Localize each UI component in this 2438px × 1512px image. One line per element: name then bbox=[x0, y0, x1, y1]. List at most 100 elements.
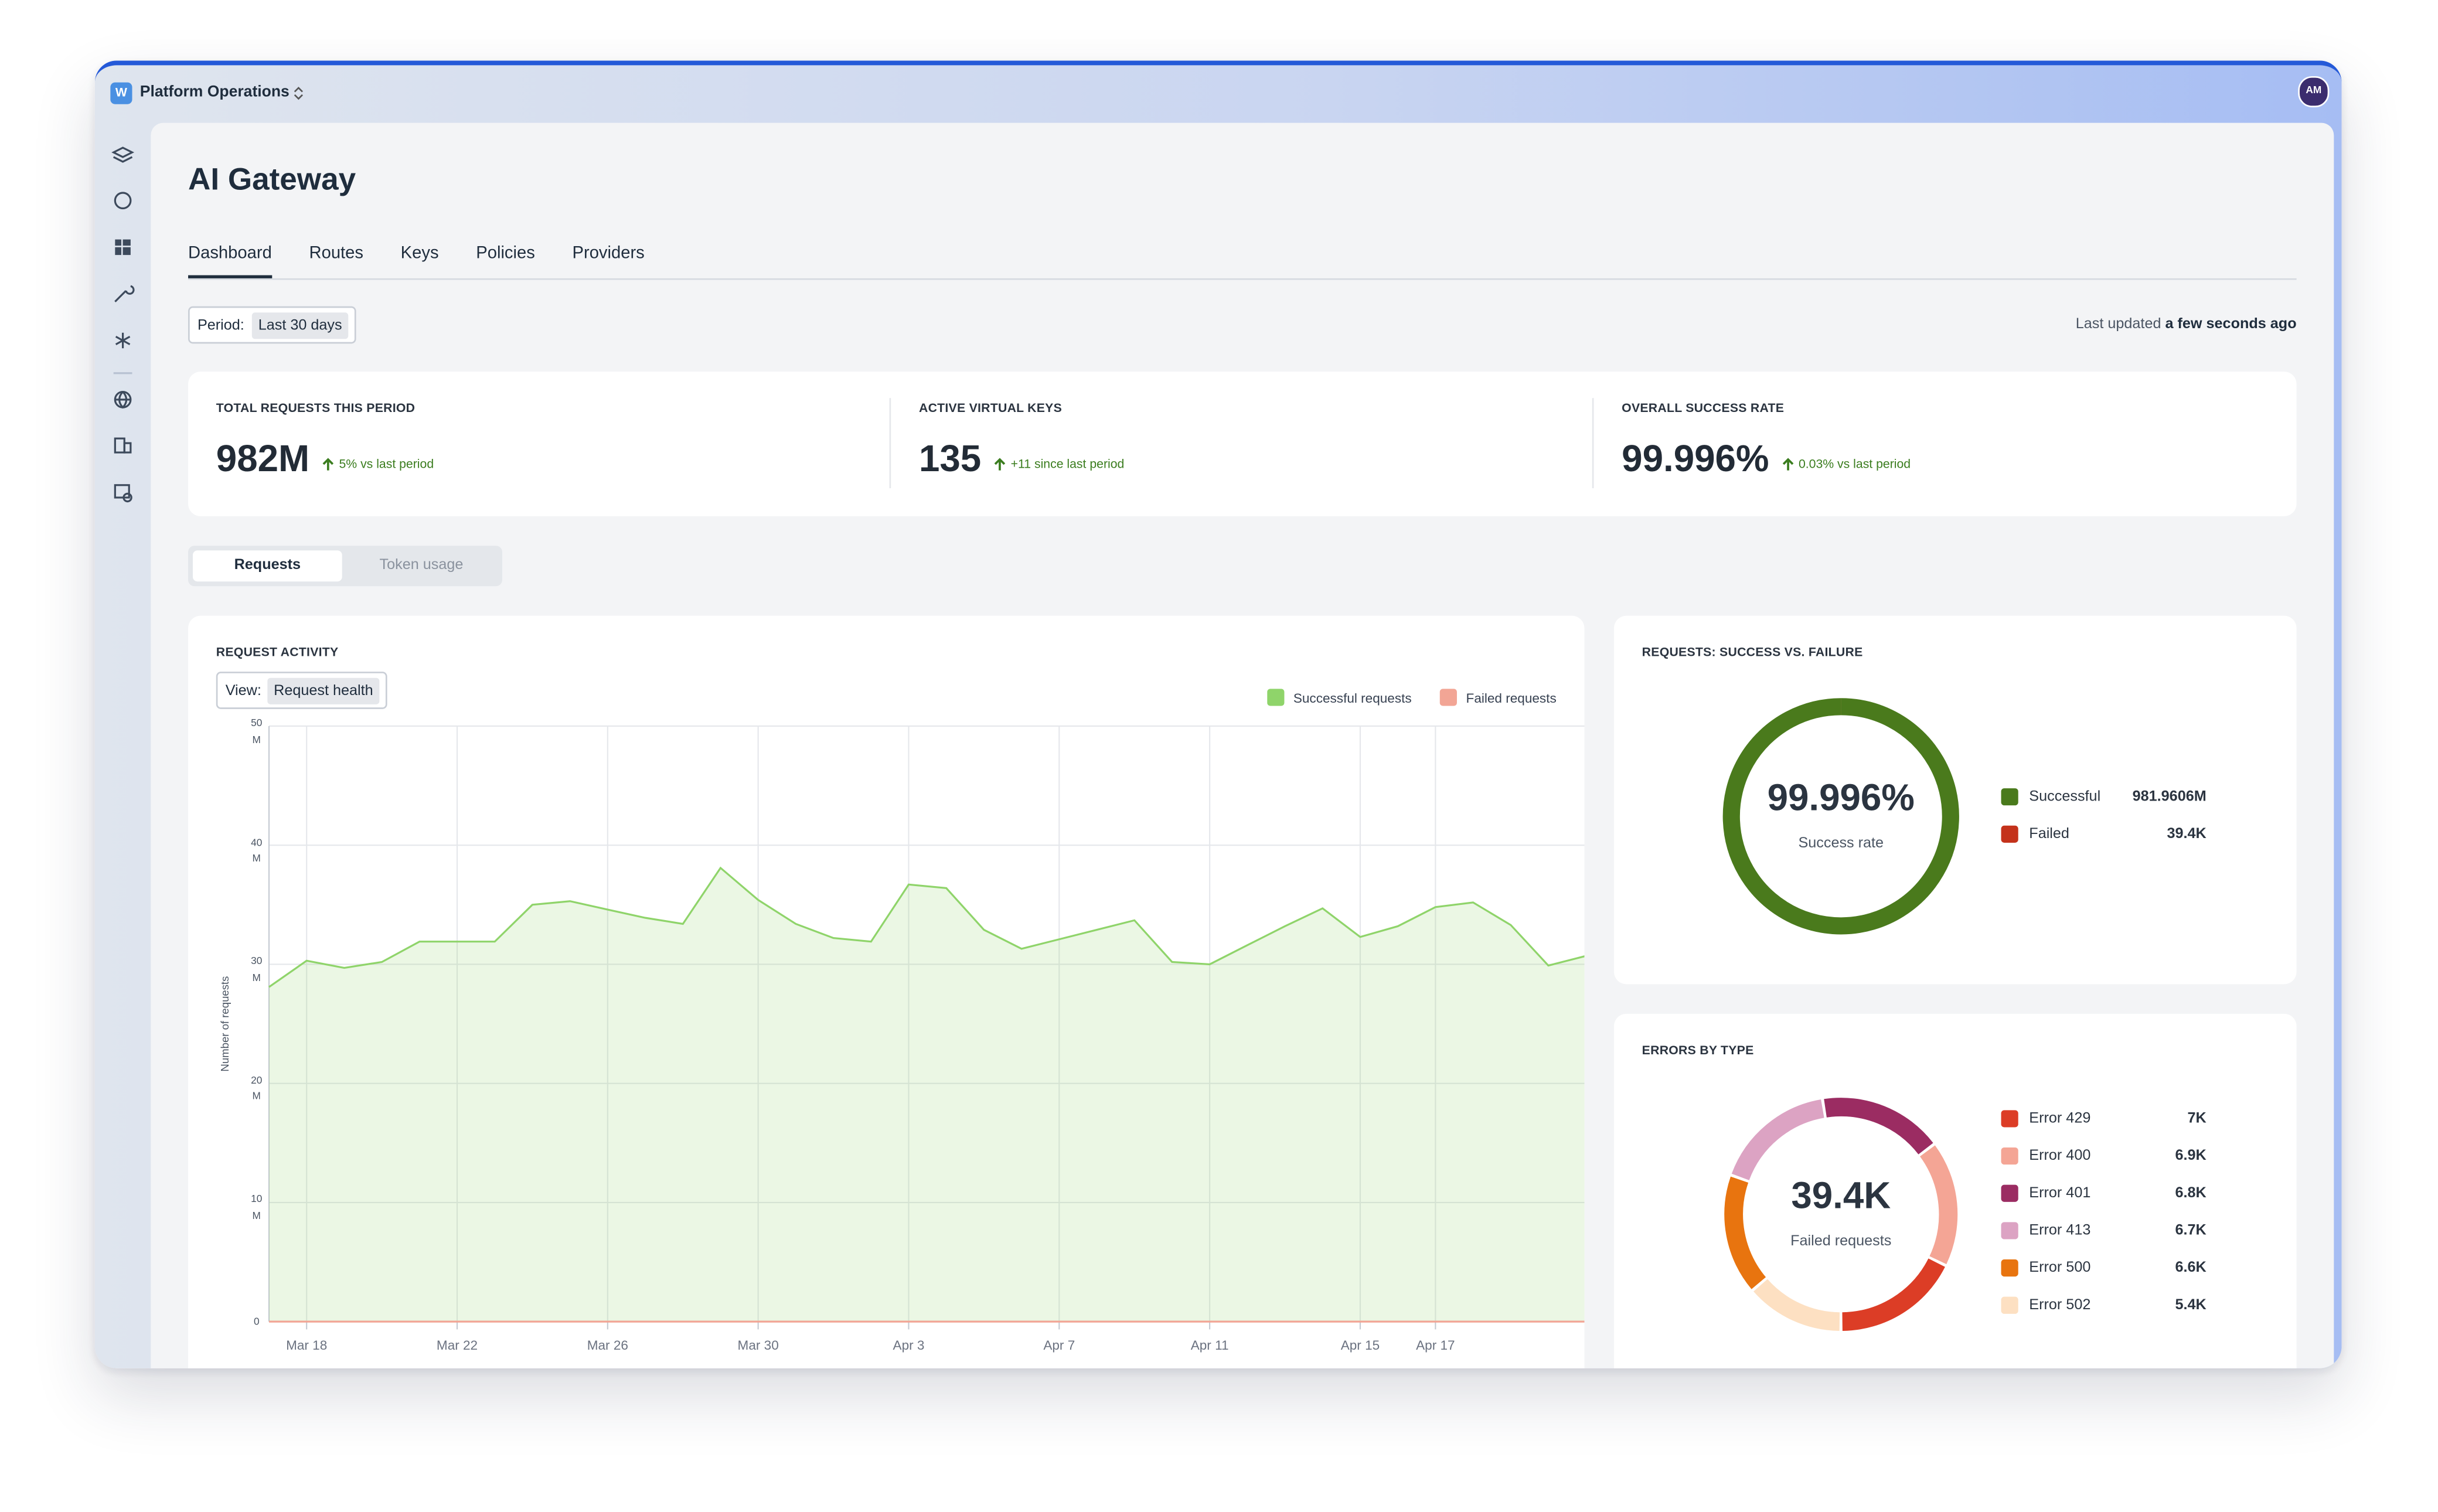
page-title: AI Gateway bbox=[188, 163, 356, 197]
nav-icon-building[interactable] bbox=[114, 437, 132, 454]
stat-change: 0.03% vs last period bbox=[1782, 457, 1911, 471]
x-tick-label: Apr 17 bbox=[1416, 1338, 1455, 1353]
nav-icon-globe[interactable] bbox=[114, 390, 132, 409]
stats-card: TOTAL REQUESTS THIS PERIOD 982M 5% vs last… bbox=[188, 372, 2297, 516]
legend-swatch bbox=[1439, 689, 1457, 706]
legend-swatch bbox=[2001, 1222, 2018, 1239]
sidebar bbox=[111, 147, 135, 503]
chart-title: REQUESTS: SUCCESS VS. FAILURE bbox=[1642, 645, 1863, 659]
donut-chart: 39.4K Failed requests bbox=[1724, 1098, 1958, 1331]
view-label: View: bbox=[225, 682, 261, 699]
stat-row: 982M 5% vs last period bbox=[216, 438, 434, 482]
chart-title: REQUEST ACTIVITY bbox=[216, 645, 339, 659]
legend-label: Error 502 bbox=[2029, 1296, 2091, 1314]
stat-change-text: +11 since last period bbox=[1010, 457, 1125, 471]
up-arrow-icon bbox=[322, 458, 334, 471]
legend-value: 6.7K bbox=[2175, 1222, 2207, 1239]
up-arrow-icon bbox=[1782, 458, 1793, 471]
legend-value: 7K bbox=[2187, 1110, 2207, 1128]
legend-value: 5.4K bbox=[2175, 1296, 2207, 1314]
donut-segment[interactable] bbox=[1724, 1176, 1766, 1289]
legend-swatch bbox=[2001, 825, 2018, 843]
stat-divider bbox=[889, 398, 891, 489]
donut-segment[interactable] bbox=[1753, 1279, 1840, 1331]
user-avatar[interactable]: AM bbox=[2298, 76, 2330, 108]
area bbox=[268, 867, 1585, 1322]
up-arrow bbox=[1782, 458, 1793, 471]
stat-change: +11 since last period bbox=[993, 457, 1124, 471]
period-label: Period: bbox=[197, 316, 244, 334]
nav-icon-compass[interactable] bbox=[114, 192, 132, 210]
view-picker[interactable]: View: Request health bbox=[216, 672, 387, 709]
nav-icon-dashboard[interactable] bbox=[115, 239, 131, 256]
legend-label: Failed bbox=[2029, 825, 2069, 843]
legend-label: Error 429 bbox=[2029, 1110, 2091, 1128]
view-toggle: Requests Token usage bbox=[188, 546, 502, 587]
legend-label: Error 401 bbox=[2029, 1184, 2091, 1202]
legend-item[interactable]: Failed requests bbox=[1439, 689, 1557, 706]
tab[interactable]: Dashboard bbox=[188, 244, 272, 278]
stat-row: 135 +11 since last period bbox=[919, 438, 1124, 482]
donut-segment[interactable] bbox=[1731, 1099, 1824, 1181]
stat-divider bbox=[1592, 398, 1594, 489]
nav-icon-report[interactable] bbox=[114, 484, 132, 503]
legend-swatch bbox=[2001, 1259, 2018, 1277]
donut-segment[interactable] bbox=[1824, 1098, 1933, 1155]
legend-swatch bbox=[2001, 1184, 2018, 1202]
legend-swatch bbox=[2001, 788, 2018, 806]
legend-label: Failed requests bbox=[1466, 689, 1557, 706]
period-picker[interactable]: Period: Last 30 days bbox=[188, 306, 356, 344]
nav-icon-layers[interactable] bbox=[111, 147, 135, 163]
x-tick-label: Mar 22 bbox=[437, 1338, 478, 1353]
workspace-name[interactable]: Platform Operations bbox=[139, 84, 290, 101]
period-value[interactable]: Last 30 days bbox=[252, 311, 349, 339]
last-updated-value: a few seconds ago bbox=[2165, 315, 2297, 333]
y-tick-label: 40 M bbox=[251, 837, 263, 865]
x-tick-label: Mar 30 bbox=[738, 1338, 779, 1353]
legend-value: 6.6K bbox=[2175, 1259, 2207, 1277]
tab[interactable]: Providers bbox=[572, 244, 645, 263]
center-label: Success rate bbox=[1798, 835, 1884, 851]
legend-swatch bbox=[1266, 689, 1284, 706]
tab[interactable]: Policies bbox=[476, 244, 535, 263]
center-label: Failed requests bbox=[1790, 1232, 1891, 1249]
toggle-option-active[interactable]: Requests bbox=[192, 550, 342, 582]
tab[interactable]: Routes bbox=[309, 244, 363, 263]
workspace-badge[interactable]: W bbox=[110, 82, 132, 104]
chart-card: REQUEST ACTIVITY View: Request health Succe… bbox=[188, 615, 1585, 1368]
stat-row: 99.996% 0.03% vs last period bbox=[1622, 438, 1911, 482]
legend-label: Successful requests bbox=[1293, 689, 1412, 706]
legend-value: 6.9K bbox=[2175, 1147, 2207, 1165]
main-content: AI Gateway Dashboard Routes Keys Policies Pr… bbox=[151, 122, 2334, 1368]
stat-label: TOTAL REQUESTS THIS PERIOD bbox=[216, 401, 416, 416]
nav-icon-snowflake[interactable] bbox=[115, 332, 131, 349]
workspace-switch-icon[interactable] bbox=[292, 86, 305, 101]
x-tick-label: Mar 18 bbox=[286, 1338, 327, 1353]
x-tick-label: Apr 11 bbox=[1191, 1338, 1229, 1353]
legend: Successful requests Failed requests bbox=[1266, 689, 1557, 706]
legend-swatch bbox=[2001, 1296, 2018, 1314]
center-value: 39.4K bbox=[1791, 1174, 1891, 1216]
donut-chart: 99.996% Success rate bbox=[1722, 698, 1959, 935]
line-chart: Mar 18 Mar 22 Mar 26 Mar 30 Apr 3 Apr 7 Apr 11… bbox=[219, 725, 1585, 1353]
x-tick-label: Mar 26 bbox=[587, 1338, 628, 1353]
toggle-option[interactable]: Token usage bbox=[379, 556, 464, 574]
donut-segment[interactable] bbox=[1919, 1145, 1958, 1265]
chart-card: REQUESTS: SUCCESS VS. FAILURE 99.996% Succ… bbox=[1613, 615, 2297, 985]
center-value: 99.996% bbox=[1768, 777, 1915, 818]
legend-item[interactable]: Successful requests bbox=[1266, 689, 1412, 706]
legend-value: 981.9606M bbox=[2132, 788, 2207, 806]
view-value[interactable]: Request health bbox=[267, 677, 380, 704]
nav-icon-wrench[interactable] bbox=[114, 285, 135, 302]
donut-segment[interactable] bbox=[1842, 1258, 1945, 1331]
tab[interactable]: Keys bbox=[400, 244, 439, 263]
y-tick-label: 50 M bbox=[251, 718, 263, 746]
legend-label: Error 500 bbox=[2029, 1259, 2091, 1277]
up-arrow bbox=[994, 458, 1006, 471]
x-tick-label: Apr 15 bbox=[1341, 1338, 1380, 1353]
last-updated: Last updated a few seconds ago bbox=[2076, 316, 2297, 333]
stat-change-text: 0.03% vs last period bbox=[1798, 457, 1911, 471]
donut-segment[interactable] bbox=[1722, 698, 1959, 935]
x-tick-label: Apr 3 bbox=[893, 1338, 925, 1353]
